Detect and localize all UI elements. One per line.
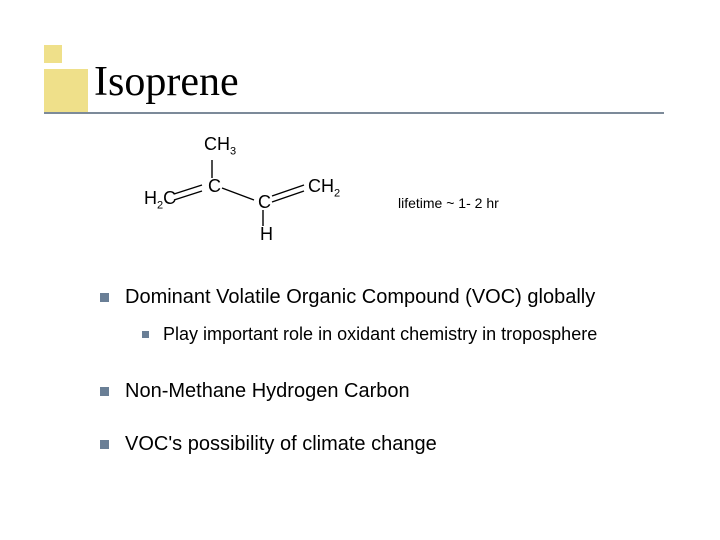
title-underline [44,112,664,114]
bullet-list: Dominant Volatile Organic Compound (VOC)… [100,285,680,485]
bullet-icon [142,331,149,338]
page-title: Isoprene [94,58,239,106]
chem-mid-c1: C [208,176,221,197]
title-wrap: Isoprene [94,58,239,106]
chem-h2-label: H [144,188,157,208]
chem-left-c: C [163,188,176,208]
list-item: VOC's possibility of climate change [100,432,680,457]
accent-block-small [44,45,62,63]
bullet-text: Non-Methane Hydrogen Carbon [125,379,410,404]
bullet-icon [100,440,109,449]
bullet-icon [100,293,109,302]
accent-block-large [44,69,88,113]
chem-ch2-label: CH [308,176,334,196]
bullet-text: Dominant Volatile Organic Compound (VOC)… [125,285,595,310]
chem-ch3-sub: 3 [230,146,236,158]
chem-ch3-label: CH [204,134,230,154]
chem-ch3: CH3 [204,134,236,158]
bullet-text: VOC's possibility of climate change [125,432,437,457]
sub-bullet-text: Play important role in oxidant chemistry… [163,324,597,345]
list-item: Non-Methane Hydrogen Carbon [100,379,680,404]
list-sub-item: Play important role in oxidant chemistry… [142,324,680,345]
list-item: Dominant Volatile Organic Compound (VOC)… [100,285,680,310]
chem-h2c-left: H2C [144,188,176,212]
bullet-icon [100,387,109,396]
chem-mid-c2: C [258,192,271,213]
lifetime-text: lifetime ~ 1- 2 hr [398,195,499,211]
chem-ch2-right: CH2 [308,176,340,200]
chem-ch2-sub: 2 [334,188,340,200]
chem-bottom-h: H [260,224,273,245]
